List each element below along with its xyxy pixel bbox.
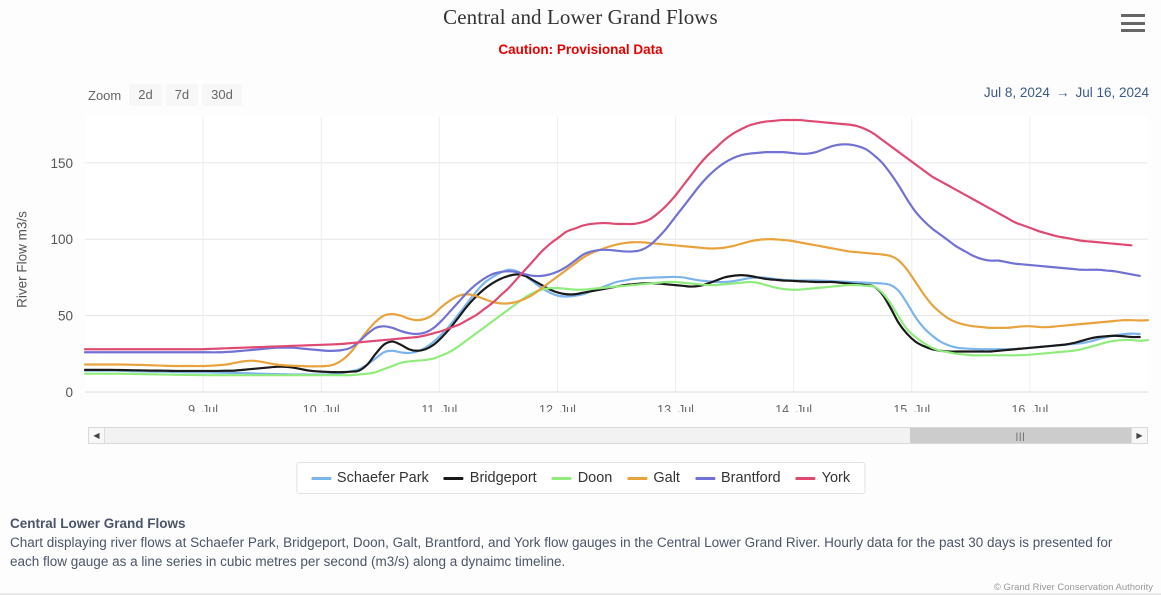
- navigator-grip-icon: |||: [1015, 430, 1026, 441]
- legend-swatch-icon: [443, 476, 464, 480]
- series-line-galt[interactable]: [83, 238, 1150, 368]
- chart-legend: Schaefer Park Bridgeport Doon Galt Brantford…: [295, 462, 866, 494]
- footer-title: Central Lower Grand Flows: [10, 516, 186, 531]
- navigator-scroll-left-icon[interactable]: ◀: [89, 428, 105, 443]
- legend-swatch-icon: [795, 476, 816, 480]
- navigator-thumb[interactable]: |||: [910, 428, 1131, 443]
- y-axis-tick-label: 0: [65, 385, 73, 400]
- range-date-to[interactable]: Jul 16, 2024: [1075, 85, 1149, 100]
- legend-item-label: Schaefer Park: [336, 470, 429, 486]
- x-axis-tick-label: 14. Jul: [775, 403, 812, 412]
- x-axis-tick-label: 13. Jul: [657, 403, 694, 412]
- navigator-scroll-right-icon[interactable]: ▶: [1131, 428, 1147, 443]
- x-axis-tick-label: 9. Jul: [188, 403, 218, 412]
- plot-area: River Flow m3/s 0 50 100 150 9. Jul 10. Jul 11…: [0, 112, 1161, 412]
- legend-item-label: Galt: [653, 470, 680, 486]
- range-button-2d[interactable]: 2d: [129, 84, 162, 106]
- legend-swatch-icon: [627, 476, 648, 480]
- legend-item-label: Brantford: [720, 470, 781, 486]
- y-axis-tick-label: 50: [58, 309, 73, 324]
- line-chart-svg[interactable]: 0 50 100 150 9. Jul 10. Jul 11. Jul 12. Jul 13. …: [0, 112, 1161, 412]
- y-axis-tick-label: 150: [50, 156, 73, 171]
- x-axis-tick-label: 15. Jul: [893, 403, 930, 412]
- range-selector-label: Zoom: [88, 87, 122, 103]
- copyright-notice: © Grand River Conservation Authority: [993, 582, 1153, 593]
- legend-item-bridgeport[interactable]: Bridgeport: [443, 470, 537, 486]
- chart-navigator-scrollbar[interactable]: ◀ ||| ▶: [88, 427, 1148, 444]
- legend-item-doon[interactable]: Doon: [551, 470, 613, 486]
- legend-item-label: Doon: [577, 470, 613, 486]
- range-button-7d[interactable]: 7d: [165, 84, 199, 106]
- legend-item-label: Bridgeport: [469, 470, 537, 486]
- page-title: Central and Lower Grand Flows: [443, 5, 718, 29]
- legend-item-label: York: [821, 470, 851, 486]
- x-axis-tick-label: 11. Jul: [421, 403, 457, 412]
- series-line-brantford[interactable]: [83, 143, 1141, 354]
- x-axis-tick-label: 10. Jul: [303, 403, 340, 412]
- y-axis-tick-label: 100: [50, 232, 73, 247]
- hamburger-bar-3: [1121, 29, 1145, 32]
- legend-item-schaefer-park[interactable]: Schaefer Park: [310, 470, 429, 486]
- range-selector: Zoom 2d 7d 30d: [88, 84, 246, 106]
- legend-swatch-icon: [310, 476, 331, 480]
- legend-item-brantford[interactable]: Brantford: [694, 470, 781, 486]
- series-line-schaefer-park[interactable]: [83, 268, 1141, 376]
- range-button-30d[interactable]: 30d: [202, 84, 242, 106]
- series-line-doon[interactable]: [83, 280, 1150, 377]
- navigator-track[interactable]: |||: [105, 428, 1131, 443]
- hamburger-bar-2: [1121, 21, 1145, 25]
- legend-swatch-icon: [551, 476, 572, 480]
- hamburger-bar-1: [1121, 14, 1145, 17]
- chart-subtitle-caution: Caution: Provisional Data: [498, 42, 663, 57]
- x-axis-tick-label: 12. Jul: [539, 403, 576, 412]
- legend-swatch-icon: [694, 476, 715, 480]
- footer-divider: [0, 593, 1161, 595]
- hamburger-menu-icon[interactable]: [1121, 12, 1147, 34]
- footer-description: Chart displaying river flows at Schaefer…: [10, 535, 1113, 569]
- range-date-arrow-icon: →: [1055, 85, 1070, 100]
- x-axis-tick-label: 16. Jul: [1011, 403, 1048, 412]
- chart-footer: Central Lower Grand Flows Chart displayi…: [10, 516, 1155, 571]
- series-line-york[interactable]: [83, 118, 1133, 351]
- legend-item-galt[interactable]: Galt: [627, 470, 680, 486]
- legend-item-york[interactable]: York: [795, 470, 851, 486]
- range-date-from[interactable]: Jul 8, 2024: [983, 85, 1050, 100]
- range-date-inputs: Jul 8, 2024 → Jul 16, 2024: [984, 85, 1149, 100]
